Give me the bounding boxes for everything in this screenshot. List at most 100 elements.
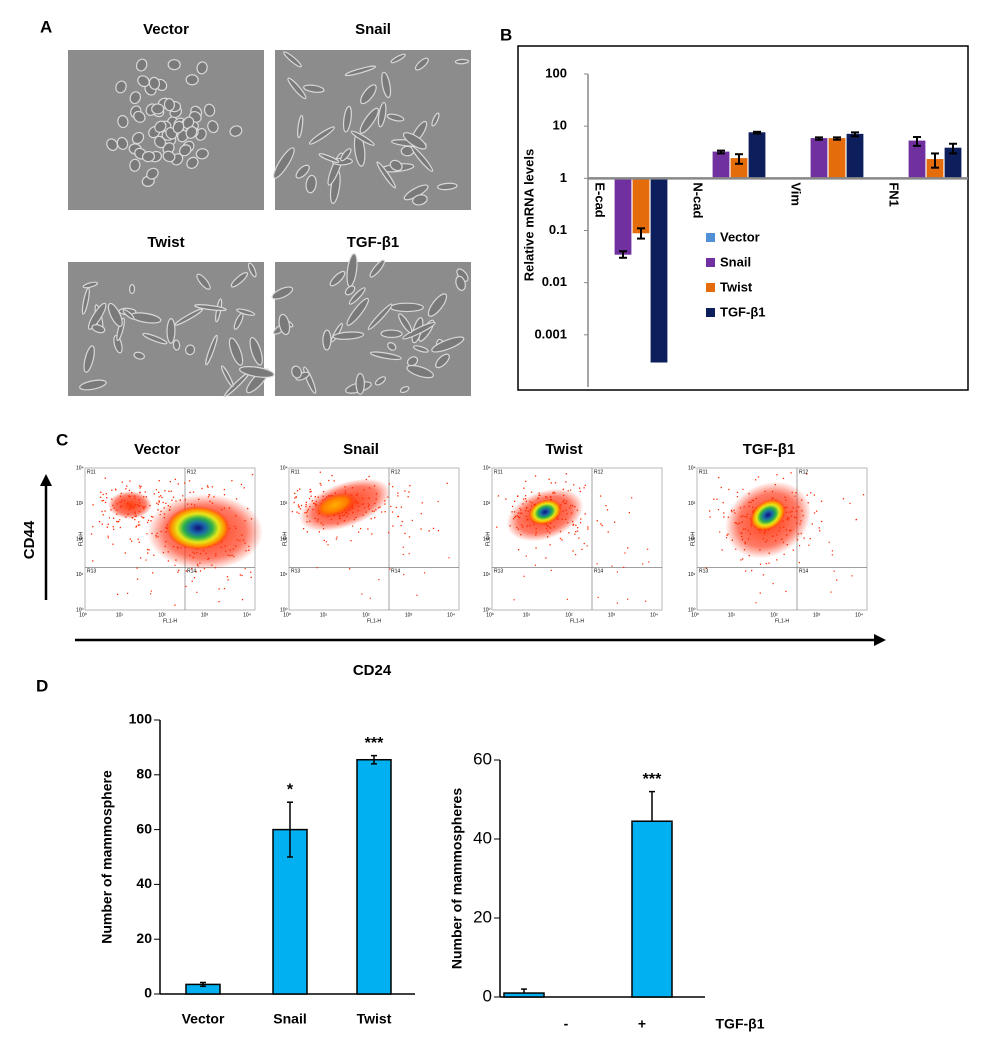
event — [561, 539, 563, 541]
flow-tick: 10³ — [201, 612, 209, 618]
cell — [122, 309, 135, 320]
error-bar — [735, 153, 743, 165]
event — [101, 500, 103, 502]
event — [115, 489, 117, 491]
event — [523, 575, 525, 577]
flow-tick: 10⁰ — [486, 612, 494, 618]
quadrant-label: R12 — [594, 469, 603, 475]
cell — [390, 53, 406, 64]
flow-tick: 10¹ — [116, 612, 124, 618]
cell — [287, 77, 307, 100]
event — [241, 598, 244, 601]
event — [310, 495, 312, 497]
cell — [79, 379, 107, 391]
event — [565, 473, 568, 475]
event — [577, 526, 579, 529]
event — [156, 502, 158, 504]
event — [586, 545, 588, 547]
event — [545, 557, 547, 559]
panel-letter: C — [56, 430, 68, 449]
flow-tick: 10⁰ — [283, 612, 291, 618]
error-bar — [619, 250, 627, 259]
flow-tick: 10³ — [813, 612, 821, 618]
event — [361, 593, 363, 595]
legend-label: Snail — [720, 254, 751, 269]
event — [596, 563, 598, 565]
event — [570, 489, 572, 491]
event — [135, 526, 137, 528]
event — [765, 562, 767, 565]
event — [158, 501, 160, 503]
event — [155, 489, 157, 491]
event — [720, 486, 722, 489]
legend-swatch — [706, 233, 715, 242]
event — [754, 479, 757, 481]
error-bar — [371, 754, 377, 765]
event — [141, 516, 143, 518]
cell — [346, 297, 370, 326]
cell — [278, 313, 291, 336]
density — [528, 499, 562, 525]
event — [842, 498, 845, 500]
category-label: FN1 — [887, 182, 902, 207]
cell — [113, 334, 123, 354]
cell — [406, 356, 419, 367]
cell — [185, 344, 196, 356]
event — [135, 525, 138, 527]
event — [371, 533, 373, 535]
event — [849, 502, 851, 504]
flow-tick: 10³ — [608, 612, 616, 618]
event — [397, 515, 400, 518]
cell — [271, 286, 294, 300]
event — [566, 598, 568, 600]
event — [145, 559, 147, 561]
event — [104, 501, 107, 504]
event — [813, 512, 816, 514]
y-tick-label: 0 — [144, 985, 152, 1001]
event — [524, 495, 527, 497]
event — [102, 514, 104, 516]
legend-swatch — [706, 258, 715, 267]
cell — [205, 334, 218, 366]
event — [319, 482, 321, 485]
flow-tick: 10³ — [76, 501, 84, 507]
event — [185, 585, 187, 588]
cell — [431, 336, 465, 353]
event — [124, 552, 126, 554]
event — [92, 504, 94, 506]
event — [189, 491, 191, 494]
event — [251, 473, 254, 476]
event — [191, 580, 193, 582]
event — [102, 493, 104, 496]
flow-tick: 10⁰ — [79, 612, 87, 618]
cell — [174, 308, 204, 326]
cell — [387, 342, 397, 351]
cell — [291, 365, 302, 379]
cell — [196, 61, 208, 75]
cell — [148, 76, 161, 90]
flow-tick: 10⁴ — [855, 612, 863, 618]
event — [390, 505, 392, 508]
y-tick-label: 10 — [553, 118, 567, 133]
cell — [350, 130, 375, 146]
event — [319, 471, 321, 473]
cell — [303, 84, 325, 93]
event — [144, 491, 146, 493]
event — [298, 506, 300, 508]
event — [352, 525, 354, 527]
event — [104, 477, 106, 479]
event — [250, 571, 252, 573]
event — [719, 531, 721, 533]
significance: *** — [643, 771, 662, 788]
event — [244, 568, 246, 570]
panel-letter: A — [40, 17, 52, 36]
y-tick-label: 100 — [545, 65, 567, 80]
event — [517, 549, 520, 551]
event — [783, 553, 785, 555]
event — [369, 597, 371, 599]
quadrant-label: R14 — [594, 569, 603, 575]
event — [111, 489, 113, 491]
category-label: N-cad — [691, 182, 706, 218]
event — [235, 498, 238, 500]
